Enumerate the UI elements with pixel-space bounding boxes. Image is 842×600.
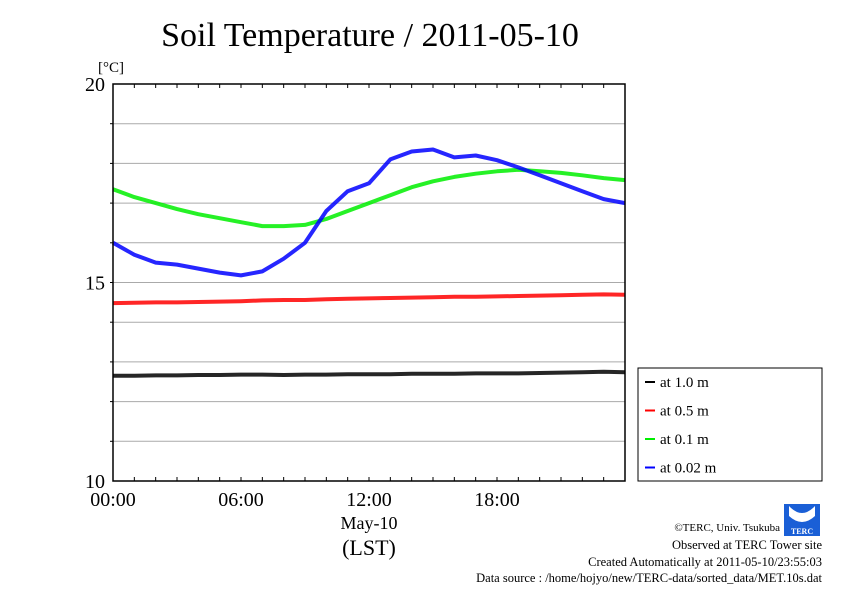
terc-logo: TERC xyxy=(784,504,820,536)
y-tick-label: 15 xyxy=(85,273,105,295)
chart-title: Soil Temperature / 2011-05-10 xyxy=(161,17,579,54)
series-line-2 xyxy=(112,167,626,229)
svg-text:TERC: TERC xyxy=(791,527,813,536)
series-line-1 xyxy=(112,292,626,306)
x-tick-label: 06:00 xyxy=(218,489,264,511)
copyright: ©TERC, Univ. Tsukuba xyxy=(674,522,780,534)
created-text: Created Automatically at 2011-05-10/23:5… xyxy=(588,555,822,569)
x-tick-label: 18:00 xyxy=(474,489,520,511)
grid xyxy=(113,123,625,442)
plot-frame xyxy=(112,83,626,482)
series-line-3 xyxy=(112,147,626,278)
series-line-0 xyxy=(113,369,626,378)
y-axis-label: [°C] xyxy=(98,60,124,76)
series-lines xyxy=(112,147,626,378)
legend-label: at 0.02 m xyxy=(660,461,717,477)
x-axis-label: (LST) xyxy=(342,535,396,560)
legend: at 1.0 m at 0.5 m at 0.1 m at 0.02 m xyxy=(637,367,823,482)
x-tick-label: 00:00 xyxy=(90,489,136,511)
legend-label: at 0.5 m xyxy=(660,404,709,420)
x-tick-label: 12:00 xyxy=(346,489,392,511)
date-label: May-10 xyxy=(341,513,398,533)
legend-label: at 1.0 m xyxy=(660,375,709,391)
y-tick-label: 20 xyxy=(85,74,105,96)
legend-label: at 0.1 m xyxy=(660,432,709,448)
data-source-text: Data source : /home/hojyo/new/TERC-data/… xyxy=(476,571,822,585)
observed-text: Observed at TERC Tower site xyxy=(672,538,822,552)
y-tick-label: 10 xyxy=(85,471,105,493)
